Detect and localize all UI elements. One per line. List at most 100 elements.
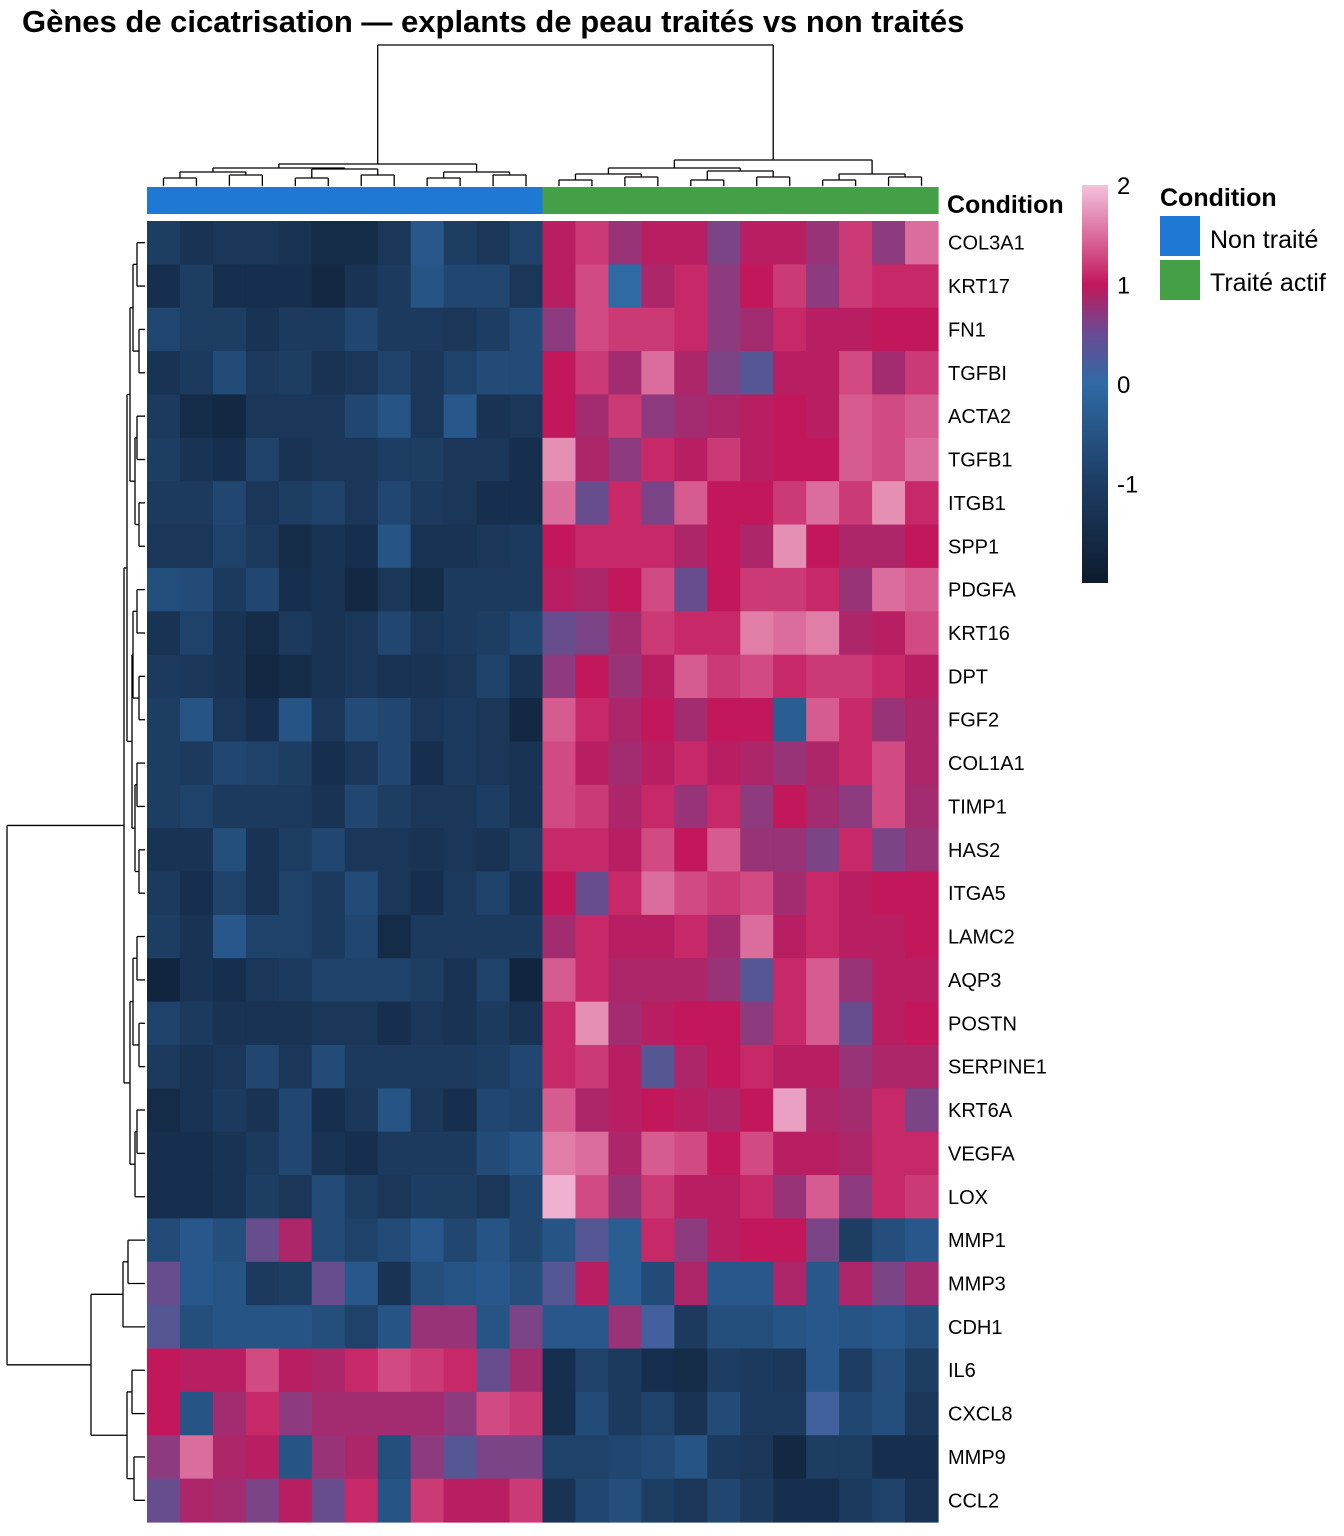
- heatmap-cell: [839, 264, 873, 309]
- heatmap-cell: [740, 1435, 774, 1480]
- heatmap-cell: [773, 264, 807, 309]
- heatmap-cell: [806, 1435, 840, 1480]
- heatmap-cell: [443, 784, 478, 829]
- heatmap-cell: [212, 437, 247, 482]
- row-label: ITGA5: [948, 883, 1006, 905]
- heatmap-cell: [147, 481, 181, 526]
- heatmap-cell: [377, 914, 412, 959]
- heatmap-cell: [575, 307, 610, 352]
- heatmap-cell: [410, 1305, 445, 1350]
- heatmap-cell: [740, 741, 774, 786]
- heatmap-cell: [905, 1261, 939, 1306]
- heatmap-cell: [773, 567, 807, 612]
- heatmap-cell: [476, 654, 511, 699]
- heatmap-cell: [509, 394, 544, 439]
- annotation-cell: [278, 187, 313, 214]
- heatmap-cell: [773, 828, 807, 873]
- heatmap-cell: [740, 221, 774, 265]
- heatmap-cell: [509, 698, 544, 742]
- heatmap-cell: [707, 264, 741, 309]
- heatmap-cell: [740, 351, 774, 396]
- heatmap-cell: [806, 221, 840, 265]
- heatmap-cell: [641, 1391, 675, 1436]
- heatmap-cell: [641, 1348, 675, 1393]
- heatmap-cell: [377, 394, 412, 439]
- condition-annotation-bar: [147, 187, 939, 214]
- heatmap-cell: [179, 264, 214, 309]
- heatmap-cell: [707, 1088, 741, 1133]
- heatmap-cell: [179, 784, 214, 829]
- heatmap-cell: [245, 264, 280, 309]
- heatmap-cell: [674, 307, 708, 352]
- heatmap-cell: [641, 437, 675, 482]
- heatmap-cell: [212, 611, 247, 656]
- heatmap-cell: [707, 1478, 741, 1523]
- heatmap-cell: [641, 698, 675, 742]
- heatmap-cell: [377, 698, 412, 742]
- heatmap-cell: [443, 567, 478, 612]
- heatmap-cell: [147, 524, 181, 569]
- heatmap-cell: [641, 828, 675, 873]
- heatmap-cell: [410, 264, 445, 309]
- heatmap-cell: [674, 611, 708, 656]
- heatmap-cell: [905, 871, 939, 916]
- heatmap-cell: [707, 221, 741, 265]
- heatmap-cell: [740, 1391, 774, 1436]
- heatmap-cell: [245, 1261, 280, 1306]
- heatmap-cell: [377, 828, 412, 873]
- heatmap-cell: [839, 567, 873, 612]
- heatmap-cell: [674, 1305, 708, 1350]
- row-label: KRT16: [948, 623, 1010, 645]
- heatmap-cell: [509, 1391, 544, 1436]
- row-dendrogram: [6, 242, 145, 1501]
- heatmap-cell: [674, 741, 708, 786]
- heatmap-cell: [773, 1044, 807, 1089]
- heatmap-cell: [641, 524, 675, 569]
- heatmap-cell: [575, 567, 610, 612]
- heatmap-cell: [674, 1044, 708, 1089]
- heatmap-cell: [212, 1131, 247, 1176]
- heatmap-cell: [311, 871, 346, 916]
- annotation-cell: [773, 187, 807, 214]
- heatmap-cell: [674, 1435, 708, 1480]
- heatmap-cell: [311, 1391, 346, 1436]
- heatmap-cell: [278, 611, 313, 656]
- heatmap-cell: [641, 351, 675, 396]
- annotation-cell: [905, 187, 939, 214]
- row-label: AQP3: [948, 970, 1001, 992]
- heatmap-cell: [707, 567, 741, 612]
- heatmap-cell: [344, 698, 379, 742]
- row-label: ACTA2: [948, 406, 1011, 428]
- heatmap-cell: [509, 828, 544, 873]
- heatmap-cell: [575, 1478, 610, 1523]
- annotation-cell: [707, 187, 741, 214]
- heatmap-cell: [212, 481, 247, 526]
- heatmap-cell: [740, 264, 774, 309]
- heatmap-cell: [773, 1218, 807, 1263]
- heatmap-cell: [179, 1348, 214, 1393]
- heatmap-cell: [674, 958, 708, 1003]
- heatmap-cell: [872, 1305, 906, 1350]
- heatmap-cell: [509, 1175, 544, 1220]
- legend-swatch-non-traite: [1160, 216, 1200, 256]
- heatmap-cell: [740, 698, 774, 742]
- heatmap-cell: [147, 1348, 181, 1393]
- heatmap-cell: [147, 741, 181, 786]
- heatmap-cell: [509, 524, 544, 569]
- heatmap-cell: [641, 481, 675, 526]
- heatmap-cell: [344, 351, 379, 396]
- heatmap-cell: [179, 567, 214, 612]
- heatmap-cell: [344, 1305, 379, 1350]
- heatmap-cell: [608, 307, 642, 352]
- heatmap-cell: [740, 307, 774, 352]
- heatmap-cell: [245, 1305, 280, 1350]
- heatmap-cell: [344, 264, 379, 309]
- heatmap-cell: [839, 1391, 873, 1436]
- heatmap-cell: [443, 1218, 478, 1263]
- heatmap-cell: [773, 741, 807, 786]
- heatmap-cell: [608, 611, 642, 656]
- heatmap-cell: [245, 1131, 280, 1176]
- row-label: VEGFA: [948, 1143, 1015, 1165]
- heatmap-cell: [575, 394, 610, 439]
- heatmap-cell: [509, 307, 544, 352]
